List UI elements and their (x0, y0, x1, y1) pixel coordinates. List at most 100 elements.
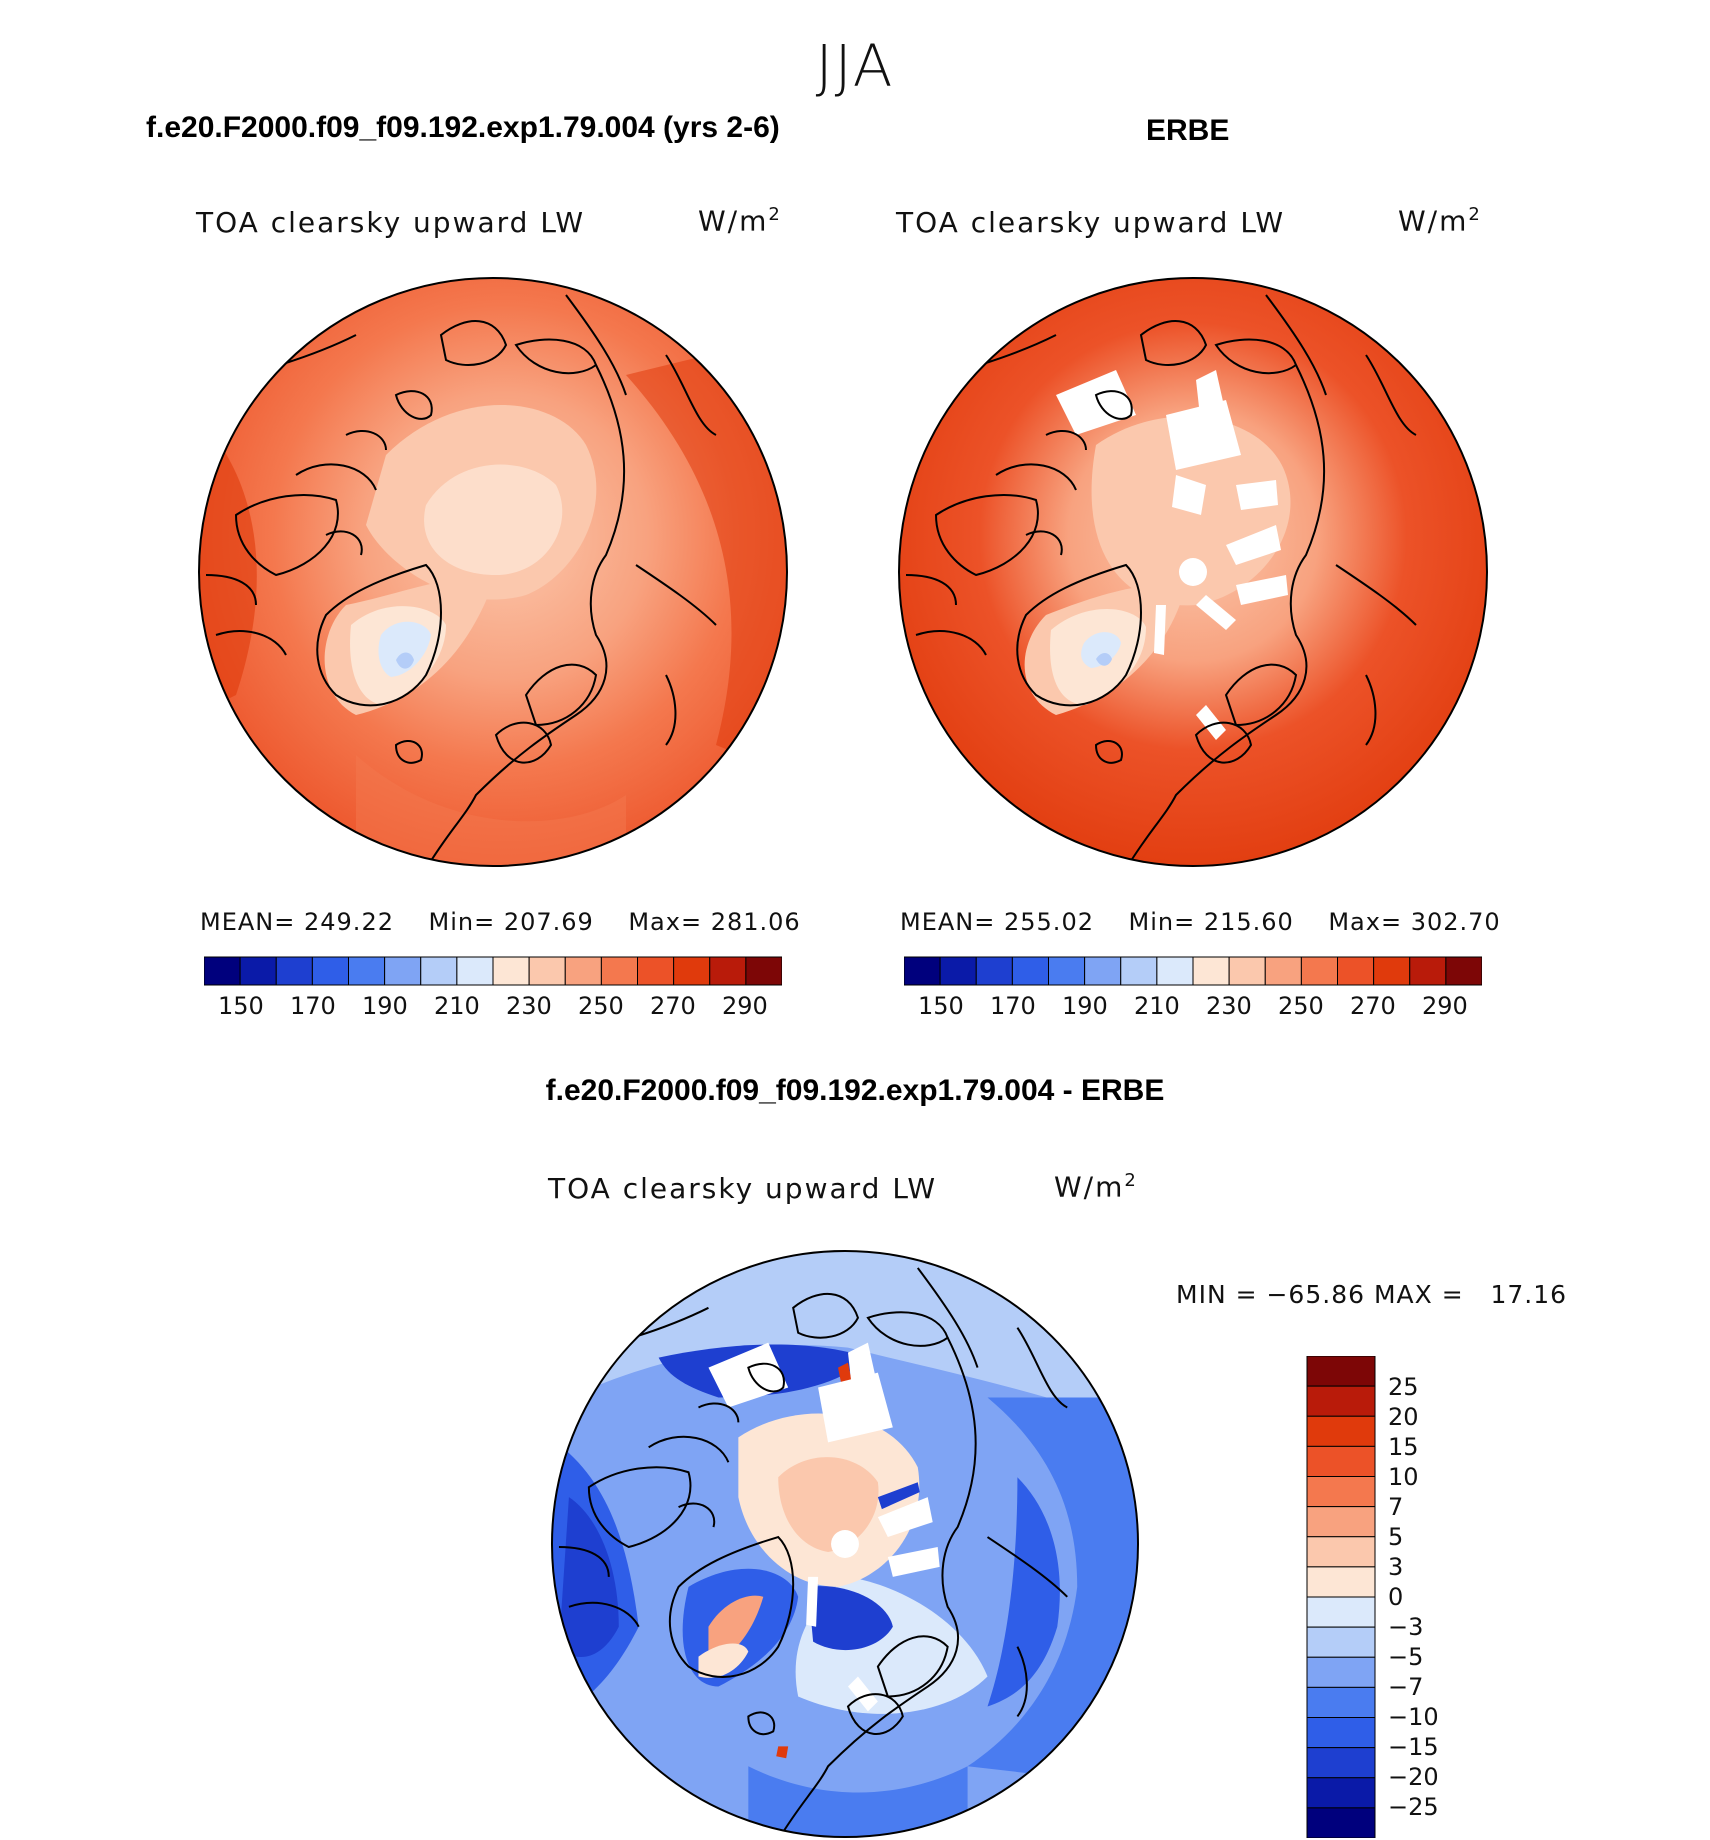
model-units-label: W/m2 (698, 204, 782, 238)
colorbar-swatch (564, 956, 602, 986)
colorbar-swatch (709, 956, 747, 986)
colorbar-swatch (1306, 1656, 1376, 1688)
tick-label: 0 (1388, 1583, 1404, 1611)
tick-label: 290 (1422, 992, 1468, 1020)
obs-stats: MEAN= 255.02 Min= 215.60 Max= 302.70 (900, 908, 1501, 936)
difference-case-title: f.e20.F2000.f09_f09.192.exp1.79.004 - ER… (545, 1074, 1165, 1107)
colorbar-swatch (904, 956, 941, 986)
model-polar-map (198, 277, 788, 867)
tick-label: −20 (1388, 1763, 1439, 1791)
colorbar-swatch (1084, 956, 1122, 986)
colorbar-swatch (1337, 956, 1375, 986)
colorbar-swatch (1306, 1415, 1376, 1447)
tick-label: 190 (362, 992, 408, 1020)
colorbar-swatch (1306, 1536, 1376, 1568)
model-colorbar-ticks: 150 170 190 210 230 250 270 290 (204, 992, 782, 1024)
colorbar-swatch (1306, 1717, 1376, 1749)
tick-label: 230 (506, 992, 552, 1020)
colorbar-swatch (1306, 1686, 1376, 1719)
tick-label: 7 (1388, 1493, 1404, 1521)
difference-variable-label: TOA clearsky upward LW (548, 1172, 938, 1205)
tick-label: 150 (918, 992, 964, 1020)
colorbar-swatch (1306, 1566, 1376, 1598)
tick-label: 15 (1388, 1433, 1419, 1461)
tick-label: 250 (578, 992, 624, 1020)
difference-colorbar (1306, 1356, 1376, 1838)
colorbar-swatch (1306, 1807, 1376, 1838)
colorbar-swatch (1373, 956, 1411, 986)
tick-label: 25 (1388, 1373, 1419, 1401)
obs-case-title: ERBE (1146, 114, 1230, 147)
colorbar-swatch (492, 956, 530, 986)
obs-variable-label: TOA clearsky upward LW (896, 206, 1286, 239)
tick-label: 170 (990, 992, 1036, 1020)
colorbar-swatch (1300, 956, 1339, 986)
tick-label: 210 (1134, 992, 1180, 1020)
colorbar-swatch (1011, 956, 1050, 986)
tick-label: 270 (650, 992, 696, 1020)
colorbar-swatch (975, 956, 1013, 986)
colorbar-swatch (1192, 956, 1230, 986)
tick-label: 10 (1388, 1463, 1419, 1491)
colorbar-swatch (1409, 956, 1447, 986)
tick-label: −7 (1388, 1673, 1424, 1701)
tick-label: 3 (1388, 1553, 1404, 1581)
colorbar-swatch (311, 956, 350, 986)
obs-colorbar (904, 956, 1482, 986)
tick-label: −25 (1388, 1793, 1439, 1821)
colorbar-swatch (1445, 956, 1482, 986)
tick-label: −5 (1388, 1643, 1424, 1671)
colorbar-swatch (1306, 1777, 1376, 1809)
tick-label: 20 (1388, 1403, 1419, 1431)
tick-label: 250 (1278, 992, 1324, 1020)
colorbar-swatch (1156, 956, 1194, 986)
obs-colorbar-ticks: 150 170 190 210 230 250 270 290 (904, 992, 1482, 1024)
tick-label: 190 (1062, 992, 1108, 1020)
obs-polar-map (898, 277, 1488, 867)
model-colorbar (204, 956, 782, 986)
tick-label: 230 (1206, 992, 1252, 1020)
colorbar-swatch (1306, 1356, 1376, 1387)
colorbar-swatch (420, 956, 458, 986)
colorbar-swatch (275, 956, 313, 986)
tick-label: 270 (1350, 992, 1396, 1020)
tick-label: −10 (1388, 1703, 1439, 1731)
colorbar-swatch (1306, 1747, 1376, 1779)
model-case-title: f.e20.F2000.f09_f09.192.exp1.79.004 (yrs… (146, 111, 780, 144)
colorbar-swatch (239, 956, 277, 986)
colorbar-swatch (673, 956, 711, 986)
model-stats: MEAN= 249.22 Min= 207.69 Max= 281.06 (200, 908, 801, 936)
obs-units-label: W/m2 (1398, 204, 1482, 238)
colorbar-swatch (1264, 956, 1302, 986)
colorbar-swatch (1228, 956, 1266, 986)
difference-colorbar-ticks: 25 20 15 10 7 5 3 0 −3 −5 −7 −10 −15 −20… (1388, 1356, 1508, 1838)
tick-label: 5 (1388, 1523, 1404, 1551)
tick-label: 170 (290, 992, 336, 1020)
difference-polar-map (550, 1249, 1140, 1839)
colorbar-swatch (600, 956, 639, 986)
colorbar-swatch (1048, 956, 1086, 986)
colorbar-swatch (939, 956, 977, 986)
colorbar-swatch (1306, 1385, 1376, 1417)
tick-label: −3 (1388, 1613, 1424, 1641)
difference-units-label: W/m2 (1054, 1170, 1138, 1204)
colorbar-swatch (528, 956, 566, 986)
colorbar-swatch (384, 956, 422, 986)
colorbar-swatch (348, 956, 386, 986)
tick-label: 210 (434, 992, 480, 1020)
colorbar-swatch (456, 956, 494, 986)
tick-label: 150 (218, 992, 264, 1020)
model-variable-label: TOA clearsky upward LW (196, 206, 586, 239)
colorbar-swatch (1306, 1445, 1376, 1478)
colorbar-swatch (1306, 1626, 1376, 1658)
colorbar-swatch (1306, 1596, 1376, 1628)
colorbar-swatch (1306, 1476, 1376, 1508)
tick-label: 290 (722, 992, 768, 1020)
colorbar-swatch (745, 956, 782, 986)
colorbar-swatch (204, 956, 241, 986)
difference-minmax: MIN = −65.86 MAX = 17.16 (1176, 1280, 1568, 1309)
tick-label: −15 (1388, 1733, 1439, 1761)
colorbar-swatch (1306, 1506, 1376, 1538)
season-title: JJA (815, 32, 895, 100)
colorbar-swatch (1120, 956, 1158, 986)
